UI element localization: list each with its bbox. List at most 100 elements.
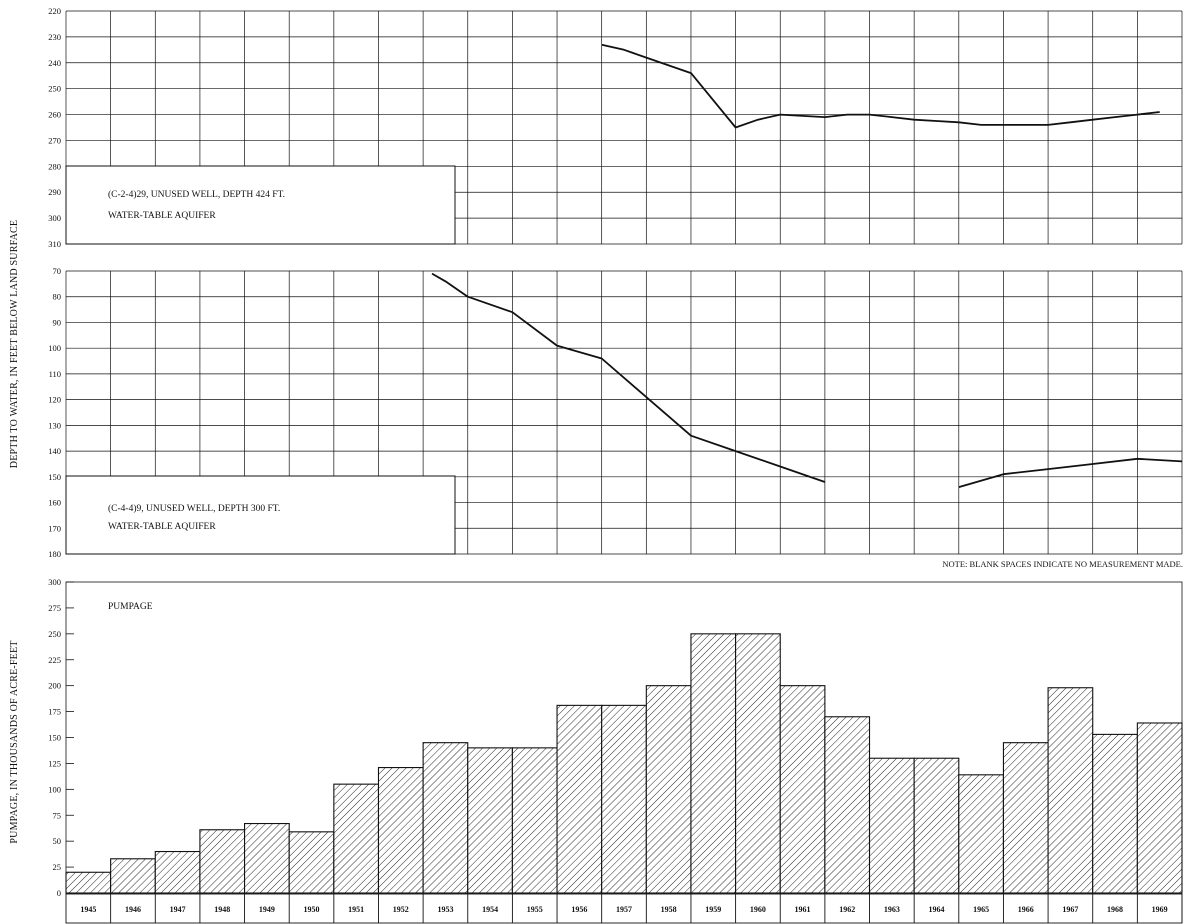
year-label: 1945 [80, 905, 96, 914]
pumpage-bar [110, 858, 156, 894]
pumpage-axis-title: PUMPAGE, IN THOUSANDS OF ACRE-FEET [9, 640, 20, 843]
pumpage-y-tick-label: 100 [48, 784, 61, 794]
pumpage-bar [1047, 687, 1094, 894]
pumpage-bar [690, 633, 737, 894]
year-label: 1948 [214, 905, 230, 914]
pumpage-bar [958, 774, 1004, 894]
well-c-2-4-29-y-tick-label: 250 [48, 84, 61, 94]
pumpage-bar [824, 716, 871, 894]
pumpage-bar [377, 767, 424, 894]
well-c-4-4-9-y-tick-label: 170 [48, 523, 61, 533]
year-label: 1965 [973, 905, 989, 914]
well-c-4-4-9-y-tick-label: 120 [48, 395, 61, 405]
year-label: 1957 [616, 905, 632, 914]
well-c-2-4-29-panel: 220 230 240 250 260 270 280 290 300 310 (C-2-4)29… [48, 6, 1183, 249]
pumpage-label: PUMPAGE [108, 602, 153, 612]
well-c-2-4-29-y-tick-label: 300 [48, 213, 61, 223]
well-c-4-4-9-hydrograph [431, 272, 1183, 488]
well-c-2-4-29-label-box [65, 165, 456, 245]
pumpage-bar [1092, 733, 1138, 894]
pumpage-y-tick-label: 0 [57, 888, 61, 898]
well-c-2-4-29-hydrograph [601, 43, 1160, 129]
well-c-4-4-9-panel: 70 80 90 100 110 120 130 140 150 160 170 180 (C-4-4… [48, 266, 1183, 559]
year-label: 1961 [795, 905, 811, 914]
pumpage-bars [65, 633, 1183, 894]
year-label: 1952 [393, 905, 409, 914]
year-label: 1950 [304, 905, 320, 914]
year-label: 1958 [661, 905, 677, 914]
year-label: 1967 [1062, 905, 1078, 914]
year-label: 1966 [1018, 905, 1034, 914]
year-label: 1963 [884, 905, 900, 914]
well-c-2-4-29-aquifer: WATER-TABLE AQUIFER [108, 211, 216, 221]
pumpage-bar [1136, 722, 1183, 894]
well-c-2-4-29-y-tick-label: 260 [48, 110, 61, 120]
pumpage-y-tick-label: 150 [48, 733, 61, 743]
pumpage-y-tick-label: 175 [48, 707, 61, 717]
year-label: 1959 [705, 905, 721, 914]
well-c-4-4-9-water-level-line [431, 272, 826, 483]
well-c-4-4-9-y-ticks: 70 80 90 100 110 120 130 140 150 160 170 180 [48, 266, 61, 559]
well-c-4-4-9-y-tick-label: 180 [48, 549, 61, 559]
pumpage-y-tick-label: 300 [48, 577, 61, 587]
well-c-4-4-9-label: (C-4-4)9, UNUSED WELL, DEPTH 300 FT. [108, 503, 280, 514]
well-c-2-4-29-y-tick-label: 290 [48, 187, 61, 197]
pumpage-bar [868, 757, 915, 894]
year-label: 1962 [839, 905, 855, 914]
note-text: NOTE: BLANK SPACES INDICATE NO MEASUREME… [942, 559, 1183, 569]
well-c-4-4-9-y-tick-label: 90 [53, 317, 62, 327]
pumpage-bar [645, 685, 692, 894]
well-c-4-4-9-y-tick-label: 130 [48, 420, 61, 430]
pumpage-bar [422, 742, 469, 894]
pumpage-bar [913, 757, 960, 894]
year-label: 1947 [170, 905, 186, 914]
pumpage-bar [199, 829, 246, 894]
pumpage-bar [65, 871, 112, 894]
year-label: 1968 [1107, 905, 1123, 914]
pumpage-panel: 0 25 50 75 100 125 150 175 200 225 250 275 300 PUMPA… [48, 577, 1183, 924]
well-c-4-4-9-y-tick-label: 150 [48, 472, 61, 482]
year-label: 1953 [437, 905, 453, 914]
well-c-2-4-29-y-tick-label: 240 [48, 58, 61, 68]
year-label: 1969 [1152, 905, 1168, 914]
year-label-row: 1945 1946 1947 1948 1949 1950 1951 1952 1953 1954… [65, 893, 1183, 924]
year-label: 1951 [348, 905, 364, 914]
well-c-4-4-9-y-tick-label: 80 [53, 292, 62, 302]
pumpage-bar [735, 633, 781, 894]
well-c-4-4-9-label-box [65, 475, 456, 555]
well-c-4-4-9-water-level-line [958, 457, 1183, 488]
pumpage-y-tick-label: 225 [48, 655, 61, 665]
pumpage-bar [467, 747, 513, 894]
well-c-4-4-9-y-tick-label: 70 [53, 266, 62, 276]
pumpage-bar [511, 747, 558, 894]
pumpage-y-tick-label: 275 [48, 603, 61, 613]
pumpage-y-tick-label: 75 [53, 810, 62, 820]
year-label: 1955 [527, 905, 543, 914]
well-c-4-4-9-y-tick-label: 110 [49, 369, 61, 379]
well-c-2-4-29-y-ticks: 220 230 240 250 260 270 280 290 300 310 [48, 6, 61, 249]
pumpage-bar [288, 831, 335, 894]
pumpage-bar [556, 704, 603, 894]
year-label: 1960 [750, 905, 766, 914]
year-label: 1949 [259, 905, 275, 914]
well-c-2-4-29-y-tick-label: 310 [48, 239, 61, 249]
pumpage-y-tick-label: 50 [53, 836, 62, 846]
pumpage-bar [333, 783, 380, 894]
pumpage-bar [154, 850, 201, 894]
year-label: 1946 [125, 905, 141, 914]
well-c-2-4-29-y-tick-label: 230 [48, 32, 61, 42]
depth-axis-title: DEPTH TO WATER, IN FEET BELOW LAND SURFA… [9, 220, 20, 468]
pumpage-y-ticks: 0 25 50 75 100 125 150 175 200 225 250 275 300 [48, 577, 74, 898]
pumpage-y-tick-label: 125 [48, 758, 61, 768]
pumpage-y-tick-label: 25 [53, 862, 62, 872]
well-c-4-4-9-y-tick-label: 140 [48, 446, 61, 456]
pumpage-y-tick-label: 250 [48, 629, 61, 639]
well-c-2-4-29-y-tick-label: 280 [48, 161, 61, 171]
pumpage-bar [779, 685, 826, 894]
pumpage-bar [244, 822, 290, 894]
well-c-2-4-29-water-level-line [601, 43, 1160, 129]
pumpage-y-tick-label: 200 [48, 681, 61, 691]
well-c-4-4-9-y-tick-label: 160 [48, 498, 61, 508]
year-label: 1954 [482, 905, 498, 914]
